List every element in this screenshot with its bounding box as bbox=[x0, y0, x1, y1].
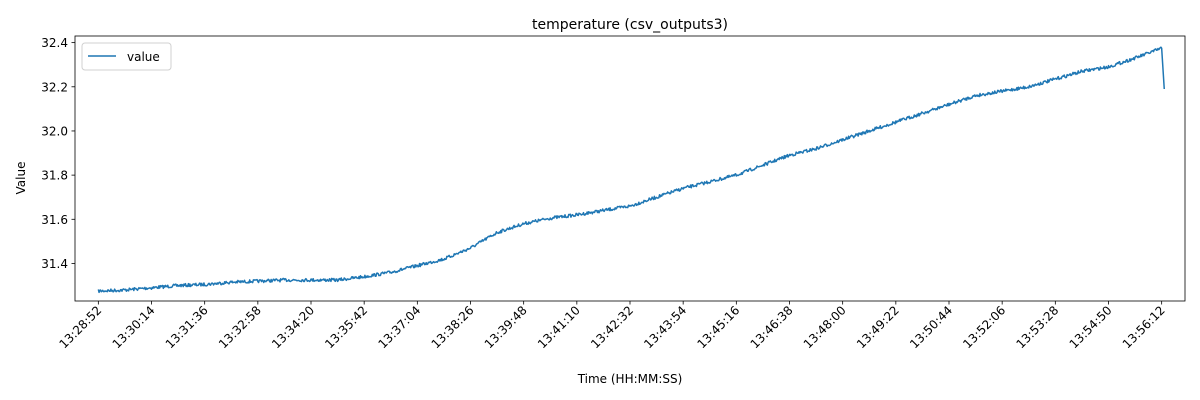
x-axis-label: Time (HH:MM:SS) bbox=[577, 372, 683, 386]
legend-label-value: value bbox=[127, 50, 160, 64]
y-tick-label: 31.6 bbox=[41, 213, 68, 227]
y-tick-label: 32.2 bbox=[41, 80, 68, 94]
chart-title: temperature (csv_outputs3) bbox=[532, 17, 728, 33]
y-tick-label: 31.4 bbox=[41, 257, 68, 271]
series-line-value bbox=[97, 46, 1165, 294]
y-tick-label: 32.0 bbox=[41, 124, 68, 138]
y-axis-label: Value bbox=[14, 162, 28, 195]
y-tick-label: 32.4 bbox=[41, 36, 68, 50]
y-tick-label: 31.8 bbox=[41, 169, 68, 183]
y-axis: 31.4 31.6 31.8 32.0 32.2 32.4 bbox=[41, 36, 75, 271]
legend: value bbox=[81, 42, 172, 71]
legend-box bbox=[81, 42, 172, 71]
